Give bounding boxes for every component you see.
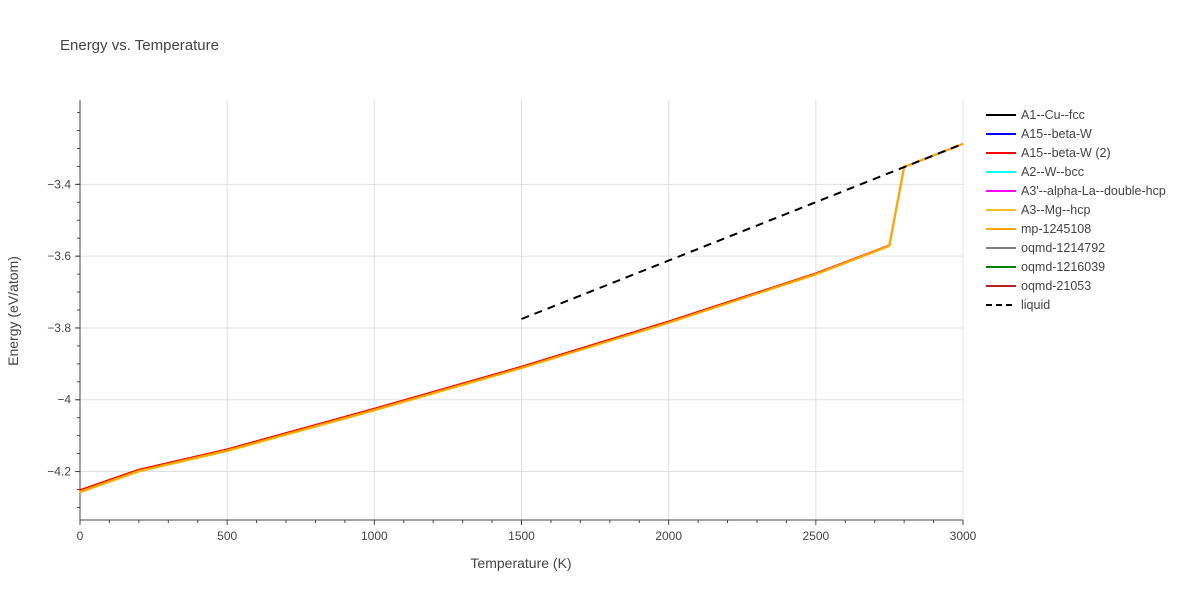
x-tick-label: 2000 [655, 529, 682, 543]
legend-item-label: liquid [1021, 298, 1050, 312]
x-axis-title: Temperature (K) [470, 555, 571, 571]
y-tick-label: −3.4 [47, 177, 71, 191]
legend-item-label: A3--Mg--hcp [1021, 203, 1091, 217]
legend: A1--Cu--fcc A15--beta-W A15--beta-W (2) A2-… [986, 108, 1166, 312]
y-tick-label: −3.6 [47, 249, 71, 263]
legend-item-label: A15--beta-W (2) [1021, 146, 1111, 160]
x-tick-label: 0 [77, 529, 84, 543]
series-line-mp-1245108 [79, 142, 964, 493]
x-tick-label: 3000 [950, 529, 977, 543]
legend-item-label: A3'--alpha-La--double-hcp [1021, 184, 1166, 198]
legend-item-label: A2--W--bcc [1021, 165, 1084, 179]
grid-layer [80, 100, 964, 520]
legend-item-label: mp-1245108 [1021, 222, 1091, 236]
legend-item-label: oqmd-21053 [1021, 279, 1091, 293]
chart-title: Energy vs. Temperature [60, 37, 219, 54]
axes-layer: 0 500 1000 1500 2000 2500 3000 −4.2 −4 −3.8 −3.6 −3… [47, 100, 977, 543]
y-axis-title: Energy (eV/atom) [5, 256, 21, 366]
y-tick-label: −4 [57, 393, 71, 407]
x-tick-label: 1000 [361, 529, 388, 543]
x-tick-label: 500 [217, 529, 237, 543]
legend-item-label: A1--Cu--fcc [1021, 108, 1085, 122]
x-tick-label: 1500 [508, 529, 535, 543]
legend-item-label: A15--beta-W [1021, 127, 1092, 141]
y-tick-label: −3.8 [47, 321, 71, 335]
legend-item-label: oqmd-1214792 [1021, 241, 1105, 255]
x-tick-label: 2500 [802, 529, 829, 543]
series-line-liquid [521, 142, 964, 320]
y-tick-label: −4.2 [47, 465, 71, 479]
series-layer [79, 142, 964, 494]
legend-item-label: oqmd-1216039 [1021, 260, 1105, 274]
